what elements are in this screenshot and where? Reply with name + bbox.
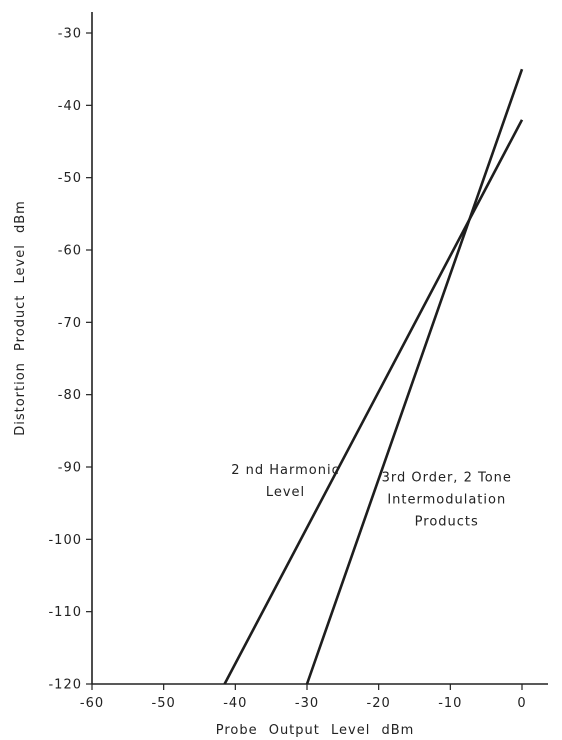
y-axis-label: Distortion Product Level dBm: [13, 200, 28, 436]
y-tick-label: -30: [58, 27, 82, 42]
y-tick-label: -50: [58, 171, 82, 186]
x-tick-label: -60: [80, 696, 104, 711]
annotation-line: 3rd Order, 2 Tone: [382, 470, 512, 485]
x-tick-label: -40: [223, 696, 247, 711]
y-tick-label: -100: [48, 533, 82, 548]
y-ticks: -30 -40 -50 -60 -70 -80 -90 -100 -110 -120: [48, 27, 92, 693]
annotation-line: Level: [266, 485, 305, 500]
y-tick-label: -60: [58, 244, 82, 259]
annotation-text: 2 nd Harmonic Level: [231, 463, 340, 500]
y-tick-label: -120: [48, 678, 82, 693]
y-tick-label: -110: [48, 605, 82, 620]
x-tick-label: -10: [438, 696, 462, 711]
annotation-line: 2 nd Harmonic: [231, 463, 340, 478]
series-layer: [223, 68, 524, 685]
y-tick-label: -70: [58, 316, 82, 331]
x-axis-label: Probe Output Level dBm: [216, 723, 415, 738]
annotation-text: 3rd Order, 2 Tone Intermodulation Products: [382, 470, 512, 529]
x-tick-label: -20: [367, 696, 391, 711]
x-ticks: -60 -50 -40 -30 -20 -10 0: [80, 684, 526, 711]
annotation-line: Intermodulation: [387, 492, 506, 507]
x-tick-label: -30: [295, 696, 319, 711]
y-tick-label: -40: [58, 99, 82, 114]
annotation-line: Products: [415, 514, 479, 529]
series-line: [305, 68, 524, 685]
x-tick-label: 0: [517, 696, 526, 711]
y-tick-label: -90: [58, 461, 82, 476]
series-line: [223, 119, 524, 685]
y-tick-label: -80: [58, 388, 82, 403]
annotation-layer: 2 nd Harmonic Level 3rd Order, 2 Tone Inter…: [231, 463, 512, 529]
x-tick-label: -50: [152, 696, 176, 711]
